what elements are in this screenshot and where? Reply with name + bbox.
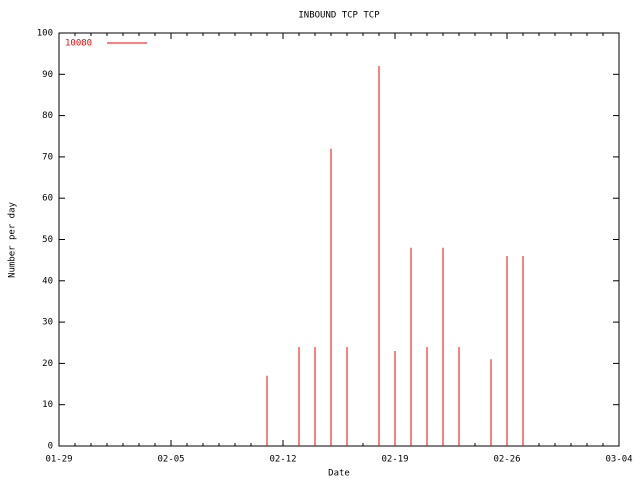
y-tick-label: 50 <box>42 235 53 245</box>
y-tick-label: 80 <box>42 111 53 121</box>
x-tick-label: 02-05 <box>157 455 184 465</box>
x-tick-label: 01-29 <box>45 455 72 465</box>
chart-title: INBOUND TCP TCP <box>298 11 380 21</box>
y-tick-label: 20 <box>42 359 53 369</box>
y-tick-label: 90 <box>42 70 53 80</box>
y-tick-label: 10 <box>42 400 53 410</box>
y-axis-label: Number per day <box>8 201 18 277</box>
x-tick-label: 02-19 <box>381 455 408 465</box>
x-tick-label: 02-26 <box>493 455 520 465</box>
y-tick-label: 100 <box>37 29 53 39</box>
x-tick-label: 03-04 <box>605 455 632 465</box>
y-tick-label: 40 <box>42 276 53 286</box>
x-axis-label: Date <box>328 469 350 479</box>
y-tick-label: 0 <box>48 442 53 452</box>
x-tick-label: 02-12 <box>269 455 296 465</box>
y-tick-label: 60 <box>42 194 53 204</box>
y-tick-label: 30 <box>42 318 53 328</box>
y-tick-label: 70 <box>42 152 53 162</box>
legend-label: 10080 <box>65 39 92 49</box>
plot-border <box>58 32 620 447</box>
